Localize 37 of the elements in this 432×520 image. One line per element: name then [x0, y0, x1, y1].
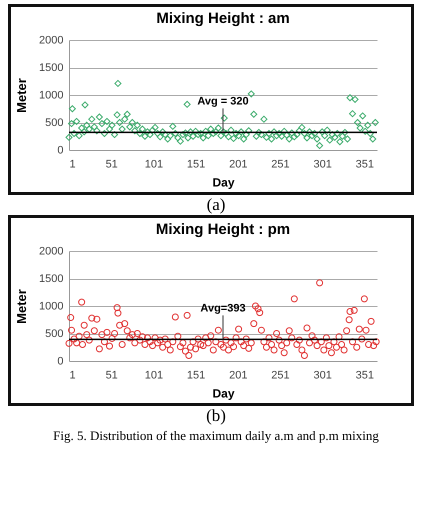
- x-tick-label: 101: [144, 370, 164, 382]
- x-axis-title: Day: [212, 176, 235, 190]
- x-tick-label: 51: [106, 158, 118, 170]
- x-tick-label: 351: [356, 370, 374, 382]
- x-tick-label: 251: [271, 158, 290, 170]
- y-tick-label: 0: [57, 144, 64, 156]
- y-tick-label: 1000: [39, 90, 64, 102]
- x-axis-title: Day: [212, 386, 235, 400]
- text: (b): [205, 406, 227, 426]
- x-tick-label: 301: [313, 158, 332, 170]
- ref-line-label: Avg=393: [200, 302, 246, 314]
- ref-line-label: Avg = 320: [197, 95, 249, 108]
- x-tick-label: 1: [70, 370, 76, 382]
- y-tick-label: 0: [57, 356, 64, 368]
- x-tick-label: 1: [70, 158, 76, 170]
- y-tick-label: 500: [45, 117, 64, 129]
- x-tick-label: 201: [229, 158, 248, 170]
- y-tick-label: 2000: [39, 34, 64, 46]
- y-tick-label: 500: [45, 328, 64, 340]
- y-tick-label: 2000: [39, 246, 64, 258]
- y-axis-title: Meter: [14, 289, 30, 324]
- chart-title: Mixing Height : am: [156, 10, 290, 27]
- x-tick-label: 351: [356, 158, 374, 170]
- x-tick-label: 301: [313, 370, 332, 382]
- x-tick-label: 201: [229, 370, 248, 382]
- x-tick-label: 51: [106, 370, 118, 382]
- y-tick-label: 1500: [39, 62, 64, 74]
- x-tick-label: 101: [144, 158, 164, 170]
- x-tick-label: 151: [186, 370, 206, 382]
- caption: Fig. 5. Distribution of the maximum daily a.m and p.m mixing: [52, 427, 380, 445]
- text: (a): [206, 195, 226, 215]
- y-tick-label: 1500: [39, 273, 64, 285]
- chart-title: Mixing Height : pm: [156, 221, 290, 238]
- y-tick-label: 1000: [39, 300, 64, 312]
- y-axis-title: Meter: [14, 78, 30, 113]
- x-tick-label: 251: [271, 370, 290, 382]
- x-tick-label: 151: [186, 158, 206, 170]
